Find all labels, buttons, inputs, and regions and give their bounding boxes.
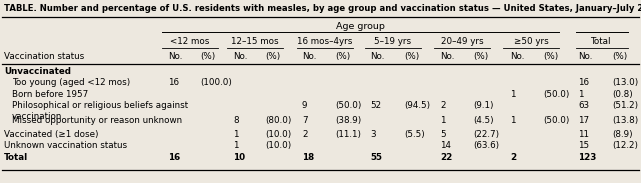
Text: ≥50 yrs: ≥50 yrs bbox=[513, 37, 548, 46]
Text: 2: 2 bbox=[302, 130, 308, 139]
Text: 52: 52 bbox=[370, 101, 381, 110]
Text: (51.2): (51.2) bbox=[612, 101, 638, 110]
Text: (8.9): (8.9) bbox=[612, 130, 633, 139]
Text: (50.0): (50.0) bbox=[543, 90, 569, 99]
Text: Too young (aged <12 mos): Too young (aged <12 mos) bbox=[12, 78, 130, 87]
Text: 2: 2 bbox=[440, 101, 445, 110]
Text: (10.0): (10.0) bbox=[265, 141, 291, 150]
Text: (10.0): (10.0) bbox=[265, 130, 291, 139]
Text: 12–15 mos: 12–15 mos bbox=[231, 37, 279, 46]
Text: (13.0): (13.0) bbox=[612, 78, 638, 87]
Text: (0.8): (0.8) bbox=[612, 90, 633, 99]
Text: 16: 16 bbox=[168, 153, 180, 162]
Text: 20–49 yrs: 20–49 yrs bbox=[441, 37, 483, 46]
Text: (%): (%) bbox=[404, 52, 419, 61]
Text: 5: 5 bbox=[440, 130, 445, 139]
Text: Born before 1957: Born before 1957 bbox=[12, 90, 88, 99]
Text: (63.6): (63.6) bbox=[473, 141, 499, 150]
Text: 10: 10 bbox=[233, 153, 245, 162]
Text: 7: 7 bbox=[302, 116, 308, 125]
Text: (13.8): (13.8) bbox=[612, 116, 638, 125]
Text: No.: No. bbox=[440, 52, 454, 61]
Text: Total: Total bbox=[590, 37, 610, 46]
Text: Vaccinated (≥1 dose): Vaccinated (≥1 dose) bbox=[4, 130, 99, 139]
Text: 123: 123 bbox=[578, 153, 596, 162]
Text: 17: 17 bbox=[578, 116, 589, 125]
Text: 5–19 yrs: 5–19 yrs bbox=[374, 37, 412, 46]
Text: 1: 1 bbox=[510, 116, 515, 125]
Text: (%): (%) bbox=[200, 52, 215, 61]
Text: (%): (%) bbox=[335, 52, 350, 61]
Text: Vaccination status: Vaccination status bbox=[4, 52, 84, 61]
Text: 16: 16 bbox=[578, 78, 589, 87]
Text: 3: 3 bbox=[370, 130, 376, 139]
Text: (22.7): (22.7) bbox=[473, 130, 499, 139]
Text: 11: 11 bbox=[578, 130, 589, 139]
Text: 1: 1 bbox=[510, 90, 515, 99]
Text: 1: 1 bbox=[578, 90, 583, 99]
Text: 14: 14 bbox=[440, 141, 451, 150]
Text: (5.5): (5.5) bbox=[404, 130, 425, 139]
Text: (%): (%) bbox=[265, 52, 280, 61]
Text: 2: 2 bbox=[510, 153, 516, 162]
Text: 1: 1 bbox=[440, 116, 445, 125]
Text: (11.1): (11.1) bbox=[335, 130, 361, 139]
Text: (50.0): (50.0) bbox=[335, 101, 362, 110]
Text: (4.5): (4.5) bbox=[473, 116, 494, 125]
Text: 22: 22 bbox=[440, 153, 453, 162]
Text: (80.0): (80.0) bbox=[265, 116, 292, 125]
Text: Philosophical or religious beliefs against
vaccination: Philosophical or religious beliefs again… bbox=[12, 101, 188, 121]
Text: Unvaccinated: Unvaccinated bbox=[4, 67, 71, 76]
Text: 18: 18 bbox=[302, 153, 314, 162]
Text: (%): (%) bbox=[473, 52, 488, 61]
Text: 8: 8 bbox=[233, 116, 238, 125]
Text: (50.0): (50.0) bbox=[543, 116, 569, 125]
Text: <12 mos: <12 mos bbox=[171, 37, 210, 46]
Text: No.: No. bbox=[168, 52, 183, 61]
Text: (100.0): (100.0) bbox=[200, 78, 232, 87]
Text: TABLE. Number and percentage of U.S. residents with measles, by age group and va: TABLE. Number and percentage of U.S. res… bbox=[4, 4, 641, 13]
Text: No.: No. bbox=[510, 52, 524, 61]
Text: Age group: Age group bbox=[336, 22, 385, 31]
Text: (38.9): (38.9) bbox=[335, 116, 362, 125]
Text: No.: No. bbox=[233, 52, 247, 61]
Text: No.: No. bbox=[578, 52, 592, 61]
Text: 1: 1 bbox=[233, 141, 238, 150]
Text: (9.1): (9.1) bbox=[473, 101, 494, 110]
Text: 9: 9 bbox=[302, 101, 308, 110]
Text: (12.2): (12.2) bbox=[612, 141, 638, 150]
Text: Missed opportunity or reason unknown: Missed opportunity or reason unknown bbox=[12, 116, 182, 125]
Text: Unknown vaccination status: Unknown vaccination status bbox=[4, 141, 127, 150]
Text: (%): (%) bbox=[612, 52, 628, 61]
Text: 55: 55 bbox=[370, 153, 382, 162]
Text: 15: 15 bbox=[578, 141, 589, 150]
Text: No.: No. bbox=[370, 52, 385, 61]
Text: (%): (%) bbox=[543, 52, 558, 61]
Text: 63: 63 bbox=[578, 101, 589, 110]
Text: Total: Total bbox=[4, 153, 28, 162]
Text: 16 mos–4yrs: 16 mos–4yrs bbox=[297, 37, 353, 46]
Text: (94.5): (94.5) bbox=[404, 101, 430, 110]
Text: 16: 16 bbox=[168, 78, 179, 87]
Text: No.: No. bbox=[302, 52, 317, 61]
Text: 1: 1 bbox=[233, 130, 238, 139]
